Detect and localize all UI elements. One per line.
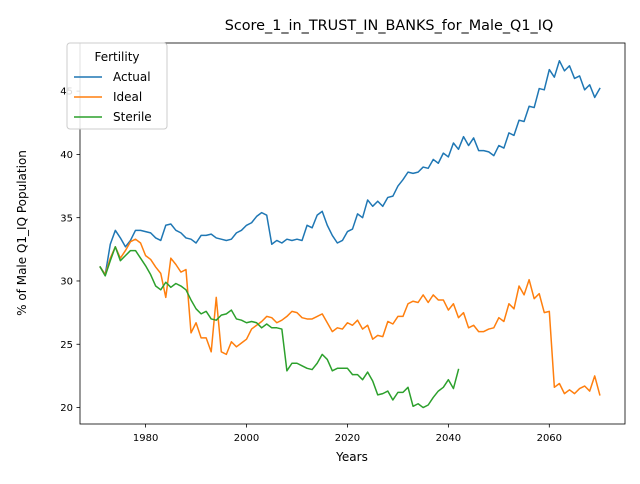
legend-label-sterile: Sterile [113,110,152,124]
series-line-ideal [99,238,601,396]
y-tick-label: 40 [60,150,73,161]
legend-items: Actual Ideal Sterile [74,70,152,124]
x-tick-label: 2000 [234,433,259,444]
y-axis: 202530354045 [60,87,80,414]
x-tick-label: 2040 [436,433,461,444]
x-tick-label: 2060 [537,433,562,444]
legend: Fertility Actual Ideal Sterile [66,42,168,130]
legend-label-actual: Actual [113,70,151,84]
x-tick-label: 2020 [335,433,360,444]
y-tick-label: 20 [60,403,73,414]
x-axis-label: Years [335,450,368,464]
x-tick-label: 1980 [133,433,158,444]
series-line-actual [99,59,601,276]
y-axis-label: % of Male Q1_IQ Population [15,150,29,316]
legend-box [66,42,168,130]
y-tick-label: 25 [60,340,73,351]
x-axis: 1980 2000 2020 2040 2060 [133,424,562,444]
y-tick-label: 30 [60,277,73,288]
plot-area [99,59,601,409]
series-line-sterile [99,246,460,409]
y-tick-label: 35 [60,213,73,224]
chart-title: Score_1_in_TRUST_IN_BANKS_for_Male_Q1_IQ [225,18,554,34]
legend-title: Fertility [94,50,139,64]
axes-frame [79,42,626,425]
legend-label-ideal: Ideal [113,90,142,104]
